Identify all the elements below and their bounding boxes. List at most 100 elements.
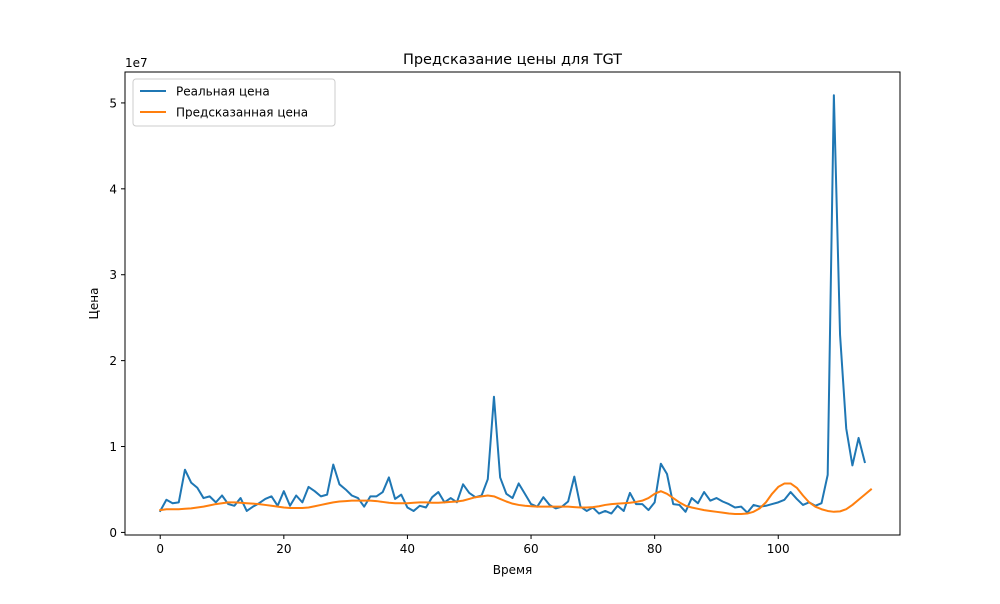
data-point-predicted-price <box>345 500 347 502</box>
data-point-real-price <box>431 496 433 498</box>
data-point-predicted-price <box>518 504 520 506</box>
data-point-predicted-price <box>753 511 755 513</box>
data-point-real-price <box>518 483 520 485</box>
data-point-real-price <box>234 505 236 507</box>
data-point-real-price <box>697 502 699 504</box>
data-point-predicted-price <box>747 513 749 515</box>
x-tick-label: 20 <box>276 542 291 556</box>
data-point-real-price <box>227 503 229 505</box>
data-point-real-price <box>320 496 322 498</box>
data-point-real-price <box>332 464 334 466</box>
chart-title: Предсказание цены для TGT <box>403 52 622 68</box>
data-point-real-price <box>314 490 316 492</box>
data-point-predicted-price <box>339 501 341 503</box>
data-point-real-price <box>339 484 341 486</box>
data-point-predicted-price <box>209 505 211 507</box>
data-point-predicted-price <box>679 502 681 504</box>
data-point-real-price <box>190 482 192 484</box>
data-point-real-price <box>345 489 347 491</box>
data-point-predicted-price <box>289 507 291 509</box>
data-point-real-price <box>753 504 755 506</box>
data-point-predicted-price <box>326 503 328 505</box>
data-point-real-price <box>543 496 545 498</box>
y-axis-label: Цена <box>87 288 101 320</box>
data-point-real-price <box>574 476 576 478</box>
data-point-real-price <box>617 505 619 507</box>
data-point-predicted-price <box>691 507 693 509</box>
data-point-predicted-price <box>221 502 223 504</box>
y-tick-label: 4 <box>109 182 117 196</box>
data-point-real-price <box>468 492 470 494</box>
data-point-predicted-price <box>407 502 409 504</box>
axes-layer: 0 20 40 60 80 100 0 1 2 3 4 5 <box>109 96 789 556</box>
data-point-real-price <box>388 477 390 479</box>
x-tick-label: 0 <box>156 542 164 556</box>
data-point-real-price <box>777 502 779 504</box>
data-point-real-price <box>530 503 532 505</box>
data-point-predicted-price <box>598 505 600 507</box>
data-point-predicted-price <box>802 495 804 497</box>
data-point-real-price <box>740 506 742 508</box>
data-point-real-price <box>264 498 266 500</box>
data-point-predicted-price <box>536 506 538 508</box>
data-point-predicted-price <box>833 511 835 513</box>
data-point-real-price <box>295 495 297 497</box>
data-point-real-price <box>598 513 600 515</box>
data-point-real-price <box>215 502 217 504</box>
data-point-predicted-price <box>611 503 613 505</box>
data-point-real-price <box>709 500 711 502</box>
data-point-real-price <box>209 496 211 498</box>
data-point-real-price <box>450 497 452 499</box>
data-point-real-price <box>382 491 384 493</box>
data-point-predicted-price <box>586 507 588 509</box>
data-point-predicted-price <box>302 507 304 509</box>
data-point-real-price <box>407 507 409 509</box>
data-point-predicted-price <box>295 507 297 509</box>
data-point-real-price <box>499 477 501 479</box>
data-point-real-price <box>289 505 291 507</box>
data-point-real-price <box>357 497 359 499</box>
data-point-predicted-price <box>413 502 415 504</box>
data-point-predicted-price <box>499 498 501 500</box>
data-point-predicted-price <box>864 494 866 496</box>
data-point-predicted-price <box>283 507 285 509</box>
data-point-predicted-price <box>580 507 582 509</box>
data-point-predicted-price <box>604 504 606 506</box>
data-point-predicted-price <box>623 502 625 504</box>
series-line-predicted-price <box>159 482 873 515</box>
y-tick-label: 2 <box>109 354 117 368</box>
data-point-predicted-price <box>197 507 199 509</box>
data-point-predicted-price <box>506 501 508 503</box>
data-point-real-price <box>790 491 792 493</box>
data-point-predicted-price <box>641 500 643 502</box>
data-point-predicted-price <box>264 504 266 506</box>
data-point-predicted-price <box>808 502 810 504</box>
data-point-predicted-price <box>487 495 489 497</box>
data-point-predicted-price <box>617 503 619 505</box>
data-point-predicted-price <box>184 508 186 510</box>
data-point-real-price <box>666 473 668 475</box>
data-point-predicted-price <box>468 498 470 500</box>
data-point-real-price <box>672 503 674 505</box>
data-point-real-price <box>419 505 421 507</box>
data-point-real-price <box>351 495 353 497</box>
data-point-predicted-price <box>277 506 279 508</box>
data-point-predicted-price <box>672 497 674 499</box>
data-point-predicted-price <box>493 496 495 498</box>
legend-label-predicted-price: Предсказанная цена <box>176 106 308 120</box>
data-point-real-price <box>654 502 656 504</box>
data-point-predicted-price <box>203 506 205 508</box>
data-point-predicted-price <box>234 502 236 504</box>
data-point-predicted-price <box>530 505 532 507</box>
data-point-predicted-price <box>635 501 637 503</box>
data-point-predicted-price <box>166 508 168 510</box>
data-point-predicted-price <box>240 502 242 504</box>
data-point-predicted-price <box>654 493 656 495</box>
data-point-predicted-price <box>382 501 384 503</box>
data-point-predicted-price <box>561 506 563 508</box>
data-point-predicted-price <box>685 505 687 507</box>
data-point-predicted-price <box>462 500 464 502</box>
data-point-predicted-price <box>784 483 786 485</box>
